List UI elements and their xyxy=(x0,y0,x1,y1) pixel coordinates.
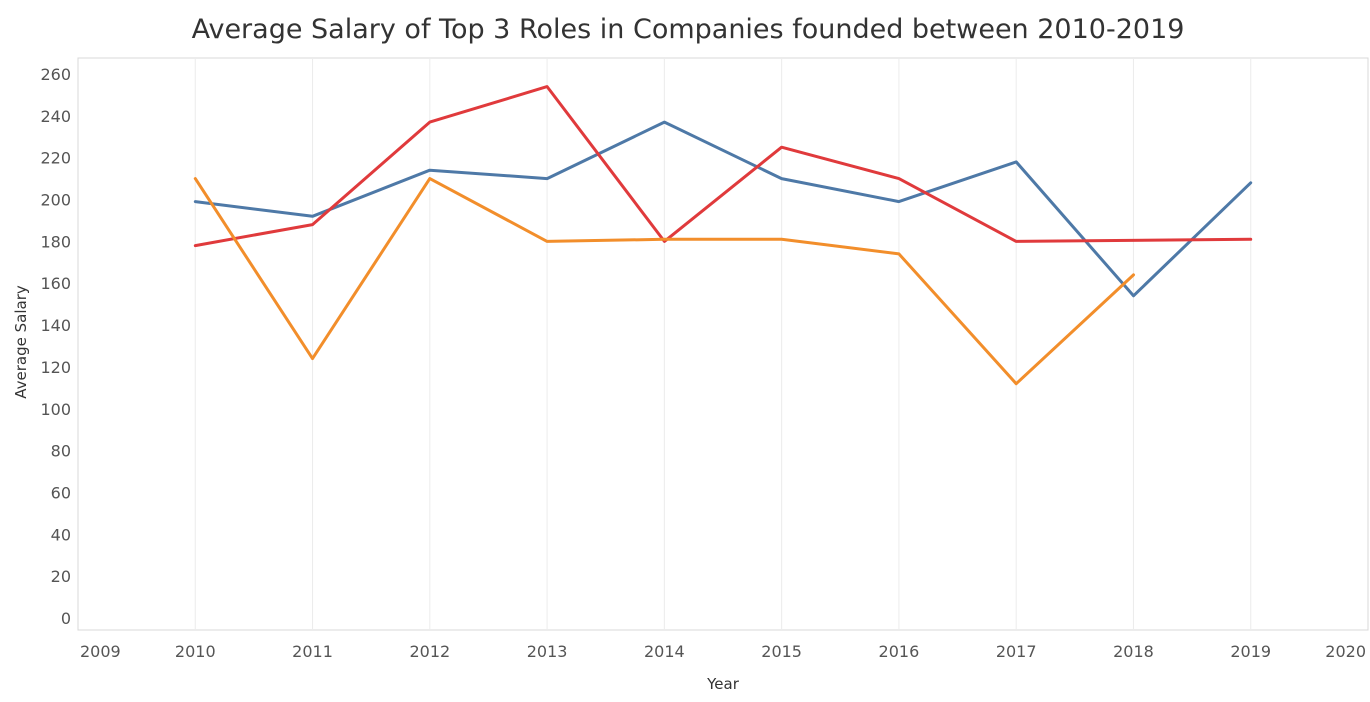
series-group xyxy=(193,85,1253,386)
plot-area xyxy=(77,57,1369,631)
gridlines xyxy=(194,58,1252,630)
y-axis: 0 20 40 60 80 100 120 140 160 180 200 220 240 260 xyxy=(40,65,71,628)
x-tick-label: 2015 xyxy=(761,642,802,661)
x-tick-label: 2012 xyxy=(409,642,450,661)
x-tick-label: 2014 xyxy=(644,642,685,661)
x-axis: 2009 2010 2011 2012 2013 2014 2015 2016 2017 2018… xyxy=(80,642,1366,661)
y-tick-label: 20 xyxy=(51,567,71,586)
y-axis-label: Average Salary xyxy=(12,285,30,399)
y-tick-label: 240 xyxy=(40,107,71,126)
x-tick-label: 2010 xyxy=(175,642,216,661)
y-tick-label: 100 xyxy=(40,400,71,419)
x-axis-label: Year xyxy=(706,675,740,693)
y-tick-label: 0 xyxy=(61,609,71,628)
y-tick-label: 40 xyxy=(51,525,71,544)
series-line-3 xyxy=(193,177,1135,386)
y-tick-label: 140 xyxy=(40,316,71,335)
y-tick-label: 180 xyxy=(40,232,71,251)
y-tick-label: 260 xyxy=(40,65,71,84)
y-tick-label: 60 xyxy=(51,483,71,502)
y-tick-label: 160 xyxy=(40,274,71,293)
x-tick-label: 2016 xyxy=(879,642,920,661)
y-tick-label: 200 xyxy=(40,191,71,210)
y-tick-label: 120 xyxy=(40,358,71,377)
y-tick-label: 220 xyxy=(40,149,71,168)
series-line-2 xyxy=(193,85,1253,248)
x-tick-label: 2011 xyxy=(292,642,333,661)
y-tick-label: 80 xyxy=(51,442,71,461)
series-line-1 xyxy=(193,120,1253,298)
x-tick-label: 2019 xyxy=(1230,642,1271,661)
chart-title: Average Salary of Top 3 Roles in Compani… xyxy=(192,14,1185,45)
x-tick-label: 2009 xyxy=(80,642,121,661)
x-tick-label: 2013 xyxy=(527,642,568,661)
x-tick-label: 2020 xyxy=(1325,642,1366,661)
x-tick-label: 2018 xyxy=(1113,642,1154,661)
x-tick-label: 2017 xyxy=(996,642,1037,661)
